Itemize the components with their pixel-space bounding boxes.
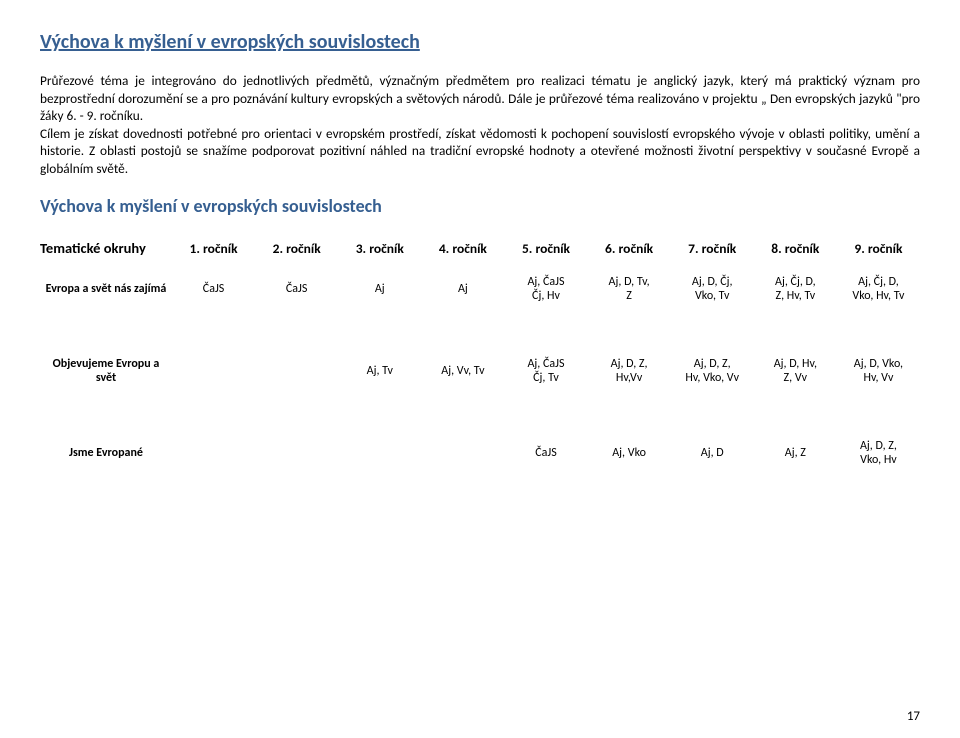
spacer-row [40, 307, 920, 353]
table-cell: Aj, Čj, D,Vko, Hv, Tv [837, 271, 920, 307]
table-row: Evropa a svět nás zajímá ČaJS ČaJS Aj Aj… [40, 271, 920, 307]
thematic-table: Tematické okruhy 1. ročník 2. ročník 3. … [40, 235, 920, 471]
table-cell: Aj, Tv [338, 353, 421, 389]
col-header: 1. ročník [172, 235, 255, 271]
table-cell [338, 435, 421, 471]
row-label: Evropa a svět nás zajímá [40, 271, 172, 307]
table-heading: Výchova k myšlení v evropských souvislos… [40, 195, 920, 217]
col-header: 3. ročník [338, 235, 421, 271]
table-row: Objevujeme Evropu a svět Aj, Tv Aj, Vv, … [40, 353, 920, 389]
table-cell [172, 353, 255, 389]
header-label: Tematické okruhy [40, 235, 172, 271]
col-header: 2. ročník [255, 235, 338, 271]
col-header: 9. ročník [837, 235, 920, 271]
table-cell: Aj, D, Hv,Z, Vv [754, 353, 837, 389]
page-title: Výchova k myšlení v evropských souvislos… [40, 30, 920, 54]
table-cell: Aj [338, 271, 421, 307]
page-number: 17 [907, 709, 920, 724]
table-header-row: Tematické okruhy 1. ročník 2. ročník 3. … [40, 235, 920, 271]
table-cell [421, 435, 504, 471]
table-cell: ČaJS [255, 271, 338, 307]
table-cell: Aj, ČaJSČj, Hv [504, 271, 587, 307]
row-label: Jsme Evropané [40, 435, 172, 471]
table-cell: Aj, D, Z,Hv,Vv [588, 353, 671, 389]
table-cell: Aj, Vko [588, 435, 671, 471]
table-cell: Aj, D, Z,Vko, Hv [837, 435, 920, 471]
table-row: Jsme Evropané ČaJS Aj, Vko Aj, D Aj, Z A… [40, 435, 920, 471]
table-cell: Aj, Čj, D,Z, Hv, Tv [754, 271, 837, 307]
table-cell [255, 435, 338, 471]
col-header: 8. ročník [754, 235, 837, 271]
table-cell: Aj, D [671, 435, 754, 471]
spacer-row [40, 389, 920, 435]
table-cell [172, 435, 255, 471]
table-cell: Aj [421, 271, 504, 307]
row-label: Objevujeme Evropu a svět [40, 353, 172, 389]
table-cell: Aj, ČaJSČj, Tv [504, 353, 587, 389]
table-cell: Aj, D, Čj,Vko, Tv [671, 271, 754, 307]
table-cell: Aj, Vv, Tv [421, 353, 504, 389]
table-cell [255, 353, 338, 389]
table-cell: Aj, Z [754, 435, 837, 471]
col-header: 7. ročník [671, 235, 754, 271]
col-header: 6. ročník [588, 235, 671, 271]
col-header: 5. ročník [504, 235, 587, 271]
body-paragraph: Průřezové téma je integrováno do jednotl… [40, 72, 920, 177]
table-cell: Aj, D, Vko,Hv, Vv [837, 353, 920, 389]
table-cell: ČaJS [504, 435, 587, 471]
col-header: 4. ročník [421, 235, 504, 271]
table-cell: Aj, D, Z,Hv, Vko, Vv [671, 353, 754, 389]
table-cell: Aj, D, Tv,Z [588, 271, 671, 307]
table-cell: ČaJS [172, 271, 255, 307]
